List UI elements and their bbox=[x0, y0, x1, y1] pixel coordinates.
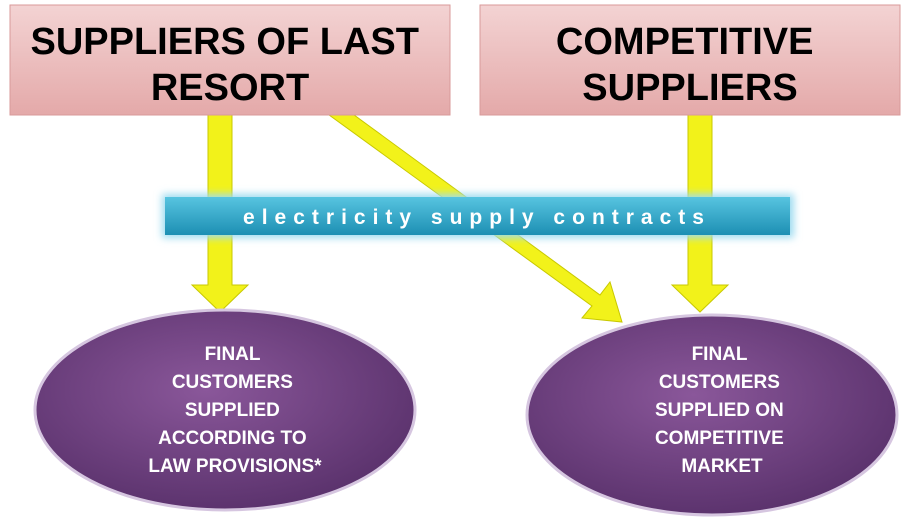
label-line: COMPETITIVE bbox=[556, 21, 814, 63]
label-line: SUPPLIERS OF LAST bbox=[30, 21, 418, 63]
banner-label: electricity supply contracts bbox=[243, 206, 711, 229]
customer-label: FINAL CUSTOMERS SUPPLIED ACCORDING TO LA… bbox=[148, 344, 322, 477]
label-line: CUSTOMERS bbox=[172, 372, 293, 393]
customer-label: FINAL CUSTOMERS SUPPLIED ON COMPETITIVE … bbox=[655, 344, 789, 477]
label-line: FINAL bbox=[205, 344, 261, 365]
customer-ellipse bbox=[525, 313, 899, 517]
supplier-box bbox=[479, 4, 901, 116]
supplier-label: COMPETITIVE SUPPLIERS bbox=[556, 21, 824, 109]
label-line: RESORT bbox=[151, 67, 309, 109]
label-line: COMPETITIVE bbox=[655, 428, 784, 449]
label-line: SUPPLIED bbox=[185, 400, 280, 421]
label-line: FINAL bbox=[692, 344, 748, 365]
banner bbox=[165, 197, 790, 235]
label-line: SUPPLIERS bbox=[582, 67, 797, 109]
label-line: LAW PROVISIONS* bbox=[148, 456, 322, 477]
label-line: MARKET bbox=[681, 456, 763, 477]
label-line: CUSTOMERS bbox=[659, 372, 780, 393]
label-line: SUPPLIED ON bbox=[655, 400, 784, 421]
supplier-label: SUPPLIERS OF LAST RESORT bbox=[30, 21, 429, 109]
supplier-box bbox=[9, 4, 451, 116]
label-line: ACCORDING TO bbox=[158, 428, 306, 449]
customer-ellipse bbox=[33, 308, 417, 512]
